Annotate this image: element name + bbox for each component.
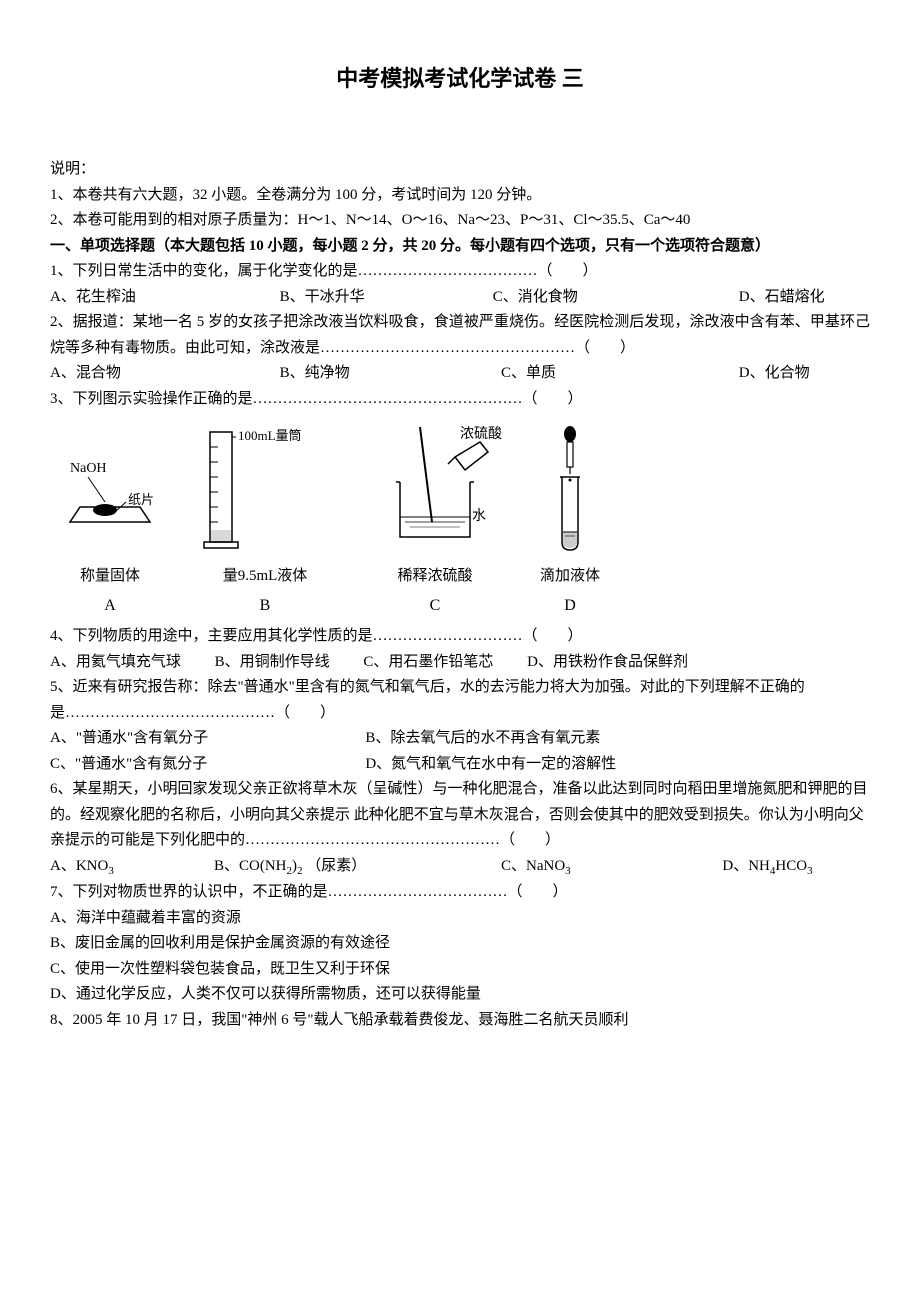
q2-opt-c: C、单质 [501, 361, 739, 387]
q3-d-caption: 滴加液体 [530, 564, 610, 590]
q1-options: A、花生榨油 B、干冰升华 C、消化食物 D、石蜡熔化 [50, 285, 870, 311]
q3-c-caption: 稀释浓硫酸 [360, 564, 510, 590]
conc-acid-label: 浓硫酸 [460, 426, 502, 442]
q5-opt-b: B、除去氧气后的水不再含有氧元素 [365, 730, 600, 746]
q4-options: A、用氦气填充气球 B、用铜制作导线 C、用石墨作铅笔芯 D、用铁粉作食品保鲜剂 [50, 650, 870, 676]
q3-diagram-c: 浓硫酸 水 稀释浓硫酸 C [360, 422, 510, 619]
q7-opt-b: B、废旧金属的回收利用是保护金属资源的有效途径 [50, 931, 870, 957]
instructions-line1: 1、本卷共有六大题，32 小题。全卷满分为 100 分，考试时间为 120 分钟… [50, 183, 870, 209]
q1-opt-a: A、花生榨油 [50, 285, 280, 311]
q3-b-letter: B [190, 592, 340, 619]
q3-a-letter: A [50, 592, 170, 619]
q7-opt-d: D、通过化学反应，人类不仅可以获得所需物质，还可以获得能量 [50, 982, 870, 1008]
instructions-line2: 2、本卷可能用到的相对原子质量为：H～1、N～14、O～16、Na～23、P～3… [50, 208, 870, 234]
q6-opt-a: A、KNO3 [50, 854, 214, 881]
q2-opt-b: B、纯净物 [280, 361, 501, 387]
q8-stem: 8、2005 年 10 月 17 日，我国"神州 6 号"载人飞船承载着费俊龙、… [50, 1008, 870, 1034]
q2-stem: 2、据报道：某地一名 5 岁的女孩子把涂改液当饮料吸食，食道被严重烧伤。经医院检… [50, 310, 870, 361]
q4-opt-c: C、用石墨作铅笔芯 [363, 654, 493, 670]
q2-opt-d: D、化合物 [739, 361, 870, 387]
q1-opt-c: C、消化食物 [493, 285, 739, 311]
q5-opt-a: A、"普通水"含有氧分子 [50, 726, 362, 752]
q5-opt-c: C、"普通水"含有氮分子 [50, 752, 362, 778]
q6-stem: 6、某星期天，小明回家发现父亲正欲将草木灰（呈碱性）与一种化肥混合，准备以此达到… [50, 777, 870, 854]
q7-stem: 7、下列对物质世界的认识中，不正确的是………………………………（ ） [50, 880, 870, 906]
cylinder-100ml-label: 100mL量筒 [238, 428, 302, 443]
q7-opt-a: A、海洋中蕴藏着丰富的资源 [50, 906, 870, 932]
water-label: 水 [472, 508, 486, 524]
q6-opt-c: C、NaNO3 [501, 854, 722, 881]
naoh-label: NaOH [70, 461, 107, 476]
q4-opt-a: A、用氦气填充气球 [50, 654, 181, 670]
q3-b-label2: 量9.5mL液体 [190, 564, 340, 590]
q3-diagram-b: 100mL量筒 量9.5mL液体 B [190, 422, 340, 619]
q3-a-caption: 称量固体 [50, 564, 170, 590]
q1-opt-b: B、干冰升华 [280, 285, 493, 311]
q6-opt-b: B、CO(NH2)2 （尿素） [214, 854, 501, 881]
paper-label: 纸片 [128, 492, 154, 507]
q2-opt-a: A、混合物 [50, 361, 280, 387]
q3-stem: 3、下列图示实验操作正确的是………………………………………………（ ） [50, 387, 870, 413]
q6-opt-d: D、NH4HCO3 [722, 854, 870, 881]
section1-heading: 一、单项选择题（本大题包括 10 小题，每小题 2 分，共 20 分。每小题有四… [50, 234, 870, 260]
q1-opt-d: D、石蜡熔化 [739, 285, 870, 311]
q7-opt-c: C、使用一次性塑料袋包装食品，既卫生又利于环保 [50, 957, 870, 983]
q3-c-letter: C [360, 592, 510, 619]
q4-stem: 4、下列物质的用途中，主要应用其化学性质的是…………………………（ ） [50, 624, 870, 650]
q5-stem: 5、近来有研究报告称：除去"普通水"里含有的氮气和氧气后，水的去污能力将大为加强… [50, 675, 870, 726]
q5-options-row2: C、"普通水"含有氮分子 D、氮气和氧气在水中有一定的溶解性 [50, 752, 870, 778]
page-title: 中考模拟考试化学试卷 三 [50, 60, 870, 97]
q3-diagram-a: NaOH 纸片 称量固体 A [50, 452, 170, 619]
q3-diagram-d: 滴加液体 D [530, 422, 610, 619]
q3-d-letter: D [530, 592, 610, 619]
q5-options-row1: A、"普通水"含有氧分子 B、除去氧气后的水不再含有氧元素 [50, 726, 870, 752]
q3-diagrams: NaOH 纸片 称量固体 A 100mL [50, 422, 870, 619]
instructions-heading: 说明： [50, 157, 870, 183]
q2-options: A、混合物 B、纯净物 C、单质 D、化合物 [50, 361, 870, 387]
q4-opt-b: B、用铜制作导线 [215, 654, 330, 670]
q6-options: A、KNO3 B、CO(NH2)2 （尿素） C、NaNO3 D、NH4HCO3 [50, 854, 870, 881]
q5-opt-d: D、氮气和氧气在水中有一定的溶解性 [365, 756, 616, 772]
q1-stem: 1、下列日常生活中的变化，属于化学变化的是………………………………（ ） [50, 259, 870, 285]
q4-opt-d: D、用铁粉作食品保鲜剂 [527, 654, 688, 670]
